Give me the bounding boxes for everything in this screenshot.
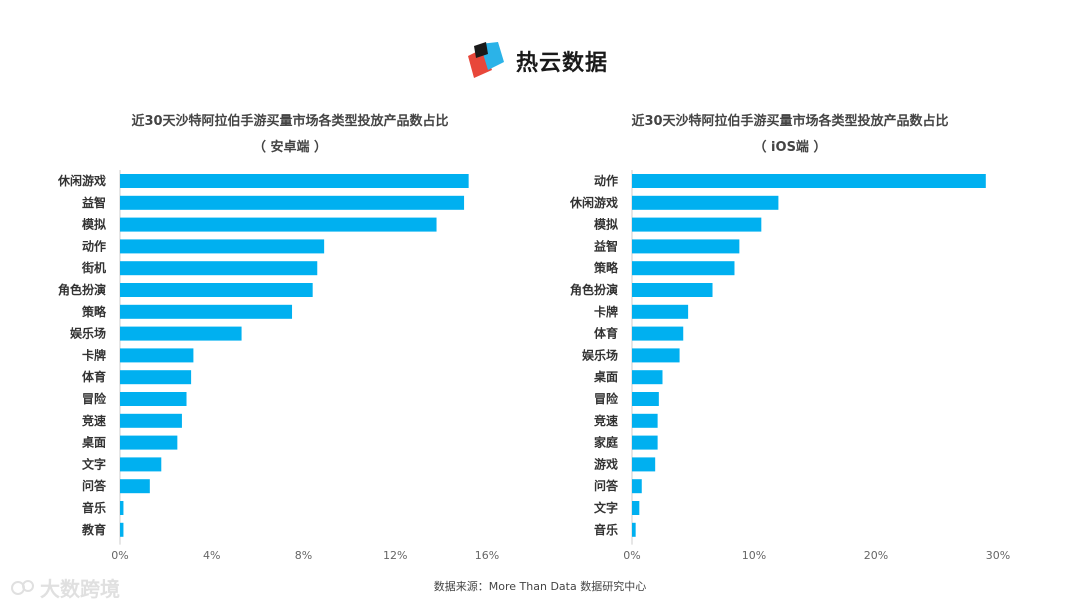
category-label: 娱乐场 bbox=[70, 326, 106, 341]
category-label: 角色扮演 bbox=[58, 282, 106, 297]
category-label: 游戏 bbox=[594, 456, 618, 471]
bar bbox=[120, 501, 124, 515]
bar bbox=[632, 392, 659, 406]
category-label: 娱乐场 bbox=[582, 347, 618, 362]
x-tick-label: 10% bbox=[742, 549, 766, 562]
bar bbox=[120, 413, 182, 428]
bar bbox=[632, 413, 658, 428]
category-label: 体育 bbox=[82, 369, 106, 384]
category-label: 竞速 bbox=[82, 413, 106, 428]
x-tick-label: 0% bbox=[111, 549, 128, 562]
category-label: 音乐 bbox=[82, 500, 106, 515]
category-label: 模拟 bbox=[594, 217, 618, 232]
category-label: 策略 bbox=[594, 260, 619, 275]
category-label: 冒险 bbox=[82, 391, 107, 406]
category-label: 动作 bbox=[82, 238, 106, 253]
bar bbox=[120, 304, 293, 319]
source-note: 数据来源：More Than Data 数据研究中心 bbox=[433, 580, 647, 593]
bar bbox=[632, 174, 986, 188]
bar bbox=[120, 326, 242, 341]
x-tick-label: 12% bbox=[383, 549, 407, 562]
category-label: 问答 bbox=[594, 478, 619, 493]
category-label: 角色扮演 bbox=[570, 282, 618, 297]
category-label: 动作 bbox=[594, 173, 618, 188]
bar bbox=[120, 435, 178, 450]
x-tick-label: 16% bbox=[475, 549, 499, 562]
category-label: 文字 bbox=[82, 456, 106, 471]
category-label: 模拟 bbox=[82, 217, 106, 232]
x-tick-label: 30% bbox=[986, 549, 1010, 562]
category-label: 益智 bbox=[594, 238, 618, 253]
bar bbox=[120, 217, 437, 232]
category-label: 桌面 bbox=[593, 369, 618, 384]
bar bbox=[120, 195, 465, 210]
category-label: 音乐 bbox=[594, 522, 618, 537]
bar bbox=[632, 261, 735, 276]
bar bbox=[632, 283, 713, 297]
bar bbox=[632, 239, 740, 254]
watermark-icon bbox=[11, 579, 34, 595]
category-label: 街机 bbox=[81, 260, 106, 275]
logo: 热云数据 bbox=[462, 40, 608, 82]
x-tick-label: 20% bbox=[864, 549, 888, 562]
chart-title-android: 近30天沙特阿拉伯手游买量市场各类型投放产品数占比 bbox=[131, 114, 449, 129]
watermark-text: 大数跨境 bbox=[40, 577, 120, 601]
bar bbox=[120, 348, 194, 363]
x-tick-label: 0% bbox=[623, 549, 640, 562]
category-label: 休闲游戏 bbox=[57, 173, 106, 188]
bar bbox=[120, 392, 187, 406]
category-label: 卡牌 bbox=[594, 304, 618, 319]
bar bbox=[632, 522, 636, 537]
bar bbox=[632, 370, 663, 385]
bar bbox=[120, 479, 150, 494]
category-label: 文字 bbox=[594, 500, 618, 515]
bar bbox=[632, 348, 680, 363]
category-label: 桌面 bbox=[81, 435, 106, 450]
bar bbox=[120, 174, 469, 188]
x-tick-label: 8% bbox=[295, 549, 312, 562]
x-tick-label: 4% bbox=[203, 549, 220, 562]
category-label: 策略 bbox=[82, 304, 107, 319]
bar bbox=[632, 217, 762, 232]
bar bbox=[120, 261, 318, 276]
logo-text: 热云数据 bbox=[516, 51, 609, 76]
bar bbox=[632, 195, 779, 210]
watermark: 大数跨境 bbox=[10, 573, 120, 602]
bar bbox=[632, 457, 656, 472]
bar bbox=[632, 501, 640, 515]
category-label: 家庭 bbox=[594, 435, 618, 450]
category-label: 冒险 bbox=[594, 391, 619, 406]
bar bbox=[120, 283, 313, 297]
bar bbox=[632, 326, 684, 341]
category-label: 教育 bbox=[81, 522, 106, 537]
bar bbox=[120, 239, 325, 254]
bar bbox=[632, 435, 658, 450]
chart-subtitle-ios: （ iOS端 ） bbox=[753, 140, 827, 155]
bar bbox=[120, 370, 192, 385]
category-label: 竞速 bbox=[594, 413, 618, 428]
bar bbox=[120, 457, 162, 472]
bar bbox=[120, 522, 124, 537]
chart-subtitle-android: （ 安卓端 ） bbox=[252, 140, 328, 155]
category-label: 体育 bbox=[594, 326, 618, 341]
bar bbox=[632, 479, 642, 494]
category-label: 休闲游戏 bbox=[569, 195, 618, 210]
category-label: 卡牌 bbox=[82, 347, 106, 362]
logo-mark-icon bbox=[468, 42, 504, 78]
category-label: 问答 bbox=[82, 478, 107, 493]
category-label: 益智 bbox=[82, 195, 106, 210]
bar bbox=[632, 304, 689, 319]
chart-title-ios: 近30天沙特阿拉伯手游买量市场各类型投放产品数占比 bbox=[631, 114, 949, 129]
